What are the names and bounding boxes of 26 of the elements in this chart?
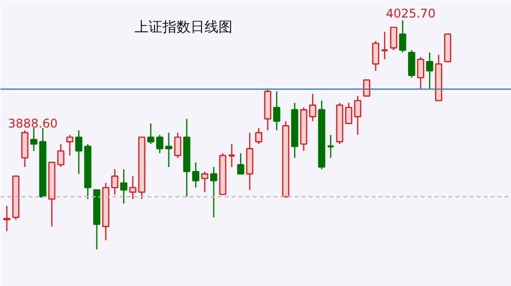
candlestick: [326, 134, 335, 158]
candlestick: [354, 95, 362, 136]
chart-title: 上证指数日线图: [134, 20, 232, 36]
candlestick: [255, 127, 262, 145]
candlestick: [380, 31, 389, 60]
candlestick: [426, 52, 434, 90]
candlestick: [399, 20, 406, 54]
candlestick: [210, 166, 218, 218]
candlestick: [3, 205, 10, 232]
candlestick: [192, 162, 200, 188]
candlestick: [201, 170, 208, 193]
candlestick: [408, 50, 416, 78]
candlestick: [372, 40, 380, 72]
candlestick: [66, 134, 74, 156]
candlestick: [417, 56, 424, 90]
candlestick: [120, 168, 128, 204]
annotation: 3888.60: [8, 116, 58, 130]
candlestick: [273, 90, 280, 131]
candlestick: [345, 102, 352, 124]
candlestick: [237, 152, 244, 174]
candlestick: [174, 132, 182, 158]
annotation: 4025.70: [386, 6, 436, 20]
candlestick: [228, 143, 236, 168]
candlestick: [390, 26, 398, 51]
candlestick: [363, 79, 370, 97]
candlestick: [111, 168, 118, 196]
